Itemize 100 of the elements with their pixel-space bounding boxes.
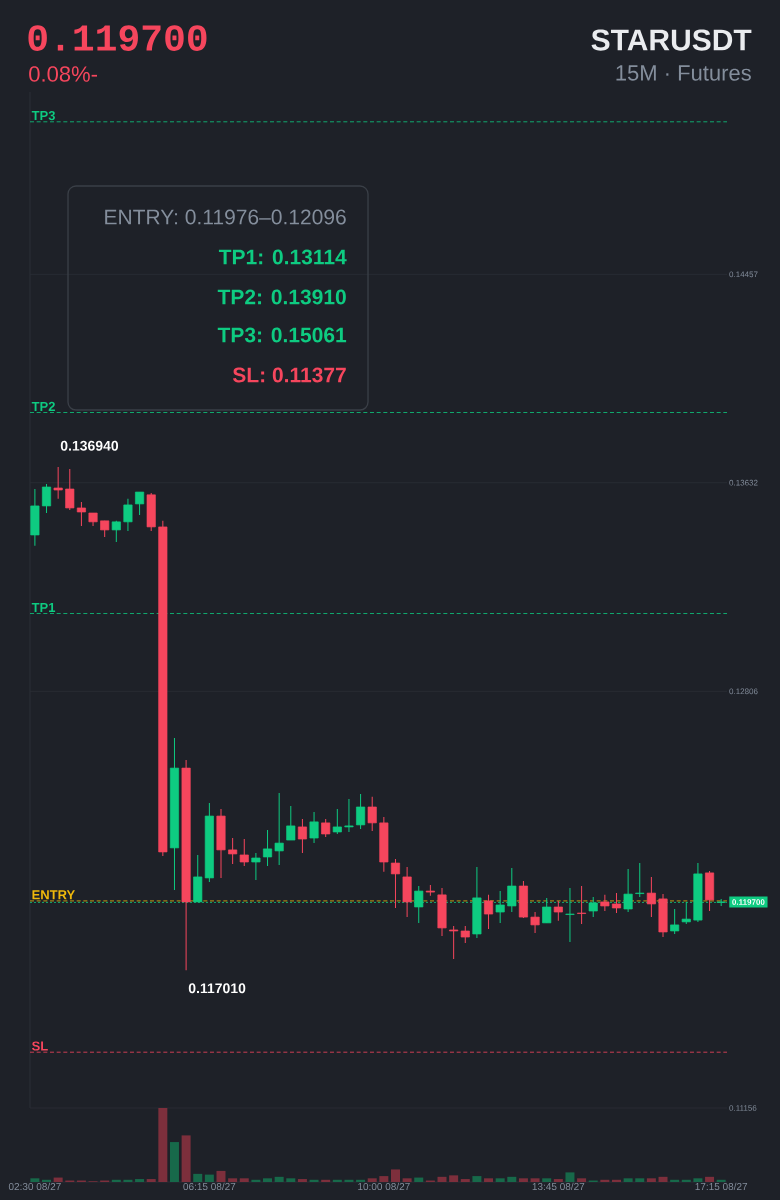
- candlestick: [228, 837, 238, 865]
- candlestick: [332, 808, 342, 835]
- bar: [646, 1178, 656, 1183]
- bar: [693, 1178, 703, 1183]
- annotation: TP3: 0.15061: [217, 327, 347, 343]
- bar: [565, 1172, 575, 1183]
- bar: [135, 1179, 145, 1183]
- bar: [449, 1175, 459, 1183]
- bar: [123, 1179, 133, 1183]
- candlestick: [530, 911, 540, 934]
- y-tick-label: 0.12806: [729, 688, 758, 695]
- candlestick: [76, 501, 86, 527]
- annotation: 0.117010: [188, 983, 246, 994]
- x-tick-label: 17:15 08/27: [695, 1182, 748, 1191]
- candlestick: [309, 811, 319, 844]
- candlestick: [367, 796, 377, 832]
- bar: [53, 1177, 63, 1183]
- bar: [623, 1178, 633, 1183]
- bar: [484, 1178, 494, 1183]
- candlestick: [600, 894, 610, 912]
- candlestick: [135, 491, 145, 516]
- candlestick: [53, 466, 63, 500]
- bar: [356, 1179, 366, 1183]
- bar: [111, 1179, 121, 1183]
- bar: [402, 1178, 412, 1183]
- bar: [472, 1176, 482, 1183]
- annotation: SL: 0.11377: [232, 367, 346, 383]
- bar: [716, 1179, 726, 1183]
- text: 0.08%-: [29, 66, 97, 82]
- bar: [344, 1179, 354, 1183]
- x-tick-label: 10:00 08/27: [358, 1182, 410, 1191]
- annotation: 0.136940: [60, 440, 119, 451]
- bar: [216, 1170, 226, 1183]
- bar: [390, 1169, 400, 1183]
- candlestick: [611, 892, 622, 914]
- bar: [239, 1178, 249, 1183]
- candlestick: [577, 885, 587, 925]
- candlestick: [65, 468, 75, 511]
- x-tick-label: 13:45 08/27: [532, 1182, 585, 1191]
- bar: [530, 1178, 540, 1183]
- candlestick: [297, 818, 307, 854]
- y-tick-label: 0.14457: [729, 271, 758, 278]
- bar: [681, 1179, 691, 1183]
- bar: [30, 1178, 40, 1183]
- candlestick: [251, 852, 261, 881]
- candlestick: [449, 925, 459, 960]
- bar: [542, 1178, 552, 1183]
- bar: [297, 1179, 307, 1183]
- x-tick-label: 06:15 08/27: [183, 1182, 236, 1191]
- bar: [670, 1179, 680, 1183]
- annotation: TP2: 0.13910: [217, 289, 346, 305]
- chart-subtitle: 15M · Futures: [616, 65, 751, 81]
- candlestick: [41, 483, 52, 514]
- bar: [705, 1176, 715, 1183]
- bar: [437, 1176, 447, 1183]
- bar: [309, 1179, 319, 1183]
- candlestick: [344, 798, 354, 833]
- candlestick: [239, 838, 249, 867]
- ref-line-label: ENTRY: [32, 890, 75, 900]
- bar: [658, 1176, 668, 1183]
- candlestick: [646, 876, 656, 918]
- candlestick: [390, 858, 401, 909]
- bar: [263, 1178, 273, 1183]
- bar: [169, 1142, 179, 1183]
- candlestick: [635, 862, 645, 898]
- bar: [158, 1108, 168, 1183]
- bar: [321, 1179, 331, 1183]
- chart-title: STARUSDT: [591, 29, 752, 51]
- ref-line-label: TP1: [31, 602, 56, 612]
- bar: [577, 1178, 587, 1183]
- ref-line-label: TP3: [31, 110, 55, 121]
- bar: [379, 1176, 389, 1183]
- ref-line-label: TP2: [31, 401, 55, 411]
- candlestick: [274, 792, 284, 866]
- bar: [553, 1179, 563, 1183]
- bar: [460, 1179, 470, 1183]
- bar: [146, 1179, 156, 1183]
- bar: [286, 1178, 296, 1183]
- text: 0.119700: [732, 899, 765, 905]
- y-tick-label: 0.13632: [729, 479, 758, 486]
- candlestick: [484, 894, 494, 930]
- candlestick: [286, 805, 296, 841]
- annotation: TP1: 0.13114: [218, 249, 347, 265]
- bar: [611, 1179, 621, 1183]
- bar: [42, 1179, 52, 1183]
- ref-line-label: SL: [31, 1041, 48, 1051]
- bar: [414, 1177, 424, 1183]
- candlestick: [356, 793, 366, 830]
- bar: [228, 1178, 238, 1183]
- bar: [332, 1179, 342, 1183]
- candlestick: [123, 498, 133, 532]
- text: 0.119700: [28, 25, 207, 51]
- x-tick-label: 02:30 08/27: [8, 1182, 61, 1191]
- bar: [367, 1178, 377, 1183]
- bar: [635, 1178, 645, 1183]
- bar: [251, 1179, 261, 1183]
- candlestick: [553, 900, 563, 922]
- bar: [193, 1173, 203, 1183]
- bar: [181, 1135, 191, 1183]
- annotation: ENTRY: 0.11976–0.12096: [105, 209, 346, 225]
